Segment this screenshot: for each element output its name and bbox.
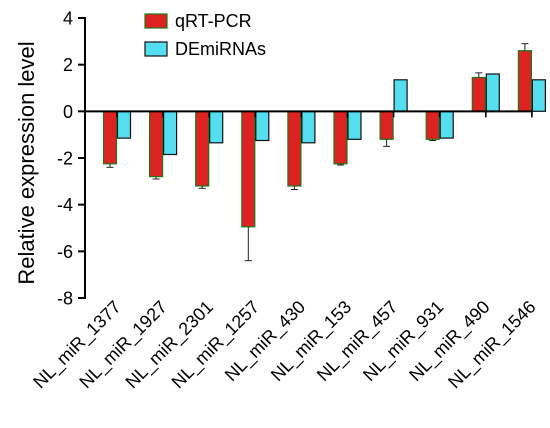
y-tick-label: 4 [63, 9, 73, 29]
y-tick-label: -4 [57, 195, 73, 215]
error-bar-qrt-pcr-NL_miR_430 [290, 186, 298, 190]
error-bar-qrt-pcr-NL_miR_2301 [198, 186, 206, 189]
bar-demirnas-NL_miR_1546 [531, 79, 547, 112]
legend-swatch-qrt-pcr [144, 13, 168, 29]
error-bar-qrt-pcr-NL_miR_1257 [244, 226, 252, 262]
bar-qrt-pcr-NL_miR_931 [425, 110, 440, 140]
legend-label-qrt-pcr: qRT-PCR [175, 11, 252, 31]
bars-group [102, 43, 547, 262]
bar-qrt-pcr-NL_miR_153 [333, 110, 348, 165]
bar-demirnas-NL_miR_457 [393, 79, 408, 112]
error-bar-qrt-pcr-NL_miR_457 [383, 139, 391, 147]
y-tick-label: -2 [57, 149, 73, 169]
legend: qRT-PCR DEmiRNAs [144, 11, 266, 59]
legend-label-demirnas: DEmiRNAs [175, 39, 266, 59]
error-bar-qrt-pcr-NL_miR_1377 [106, 163, 114, 168]
error-bar-qrt-pcr-NL_miR_1927 [152, 176, 160, 180]
legend-swatch-demirnas [144, 41, 168, 57]
error-bar-qrt-pcr-NL_miR_1546 [521, 43, 529, 51]
y-tick-label: -6 [57, 242, 73, 262]
bar-qrt-pcr-NL_miR_430 [287, 110, 302, 187]
bar-demirnas-NL_miR_1377 [116, 110, 132, 139]
y-tick-label: 2 [63, 55, 73, 75]
bar-qrt-pcr-NL_miR_1546 [517, 50, 533, 113]
bar-qrt-pcr-NL_miR_1377 [102, 110, 118, 165]
bar-demirnas-NL_miR_2301 [209, 110, 224, 144]
y-axis-title: Relative expression level [14, 41, 39, 284]
bar-qrt-pcr-NL_miR_1257 [241, 110, 256, 228]
bar-qrt-pcr-NL_miR_2301 [195, 110, 210, 187]
y-axis: -8 -6 -4 -2 0 2 4 [57, 9, 86, 309]
bar-demirnas-NL_miR_490 [485, 73, 500, 112]
y-tick-label: 0 [63, 102, 73, 122]
bar-qrt-pcr-NL_miR_1927 [149, 110, 164, 178]
y-tick-label: -8 [57, 289, 73, 309]
bar-demirnas-NL_miR_931 [439, 110, 454, 139]
bar-demirnas-NL_miR_1927 [163, 110, 178, 156]
bar-demirnas-NL_miR_430 [301, 110, 316, 144]
bar-qrt-pcr-NL_miR_457 [379, 110, 394, 140]
error-bar-qrt-pcr-NL_miR_490 [475, 72, 483, 78]
error-bar-qrt-pcr-NL_miR_153 [337, 163, 344, 166]
error-bar-qrt-pcr-NL_miR_931 [429, 139, 437, 141]
bar-qrt-pcr-NL_miR_490 [471, 76, 486, 112]
bar-demirnas-NL_miR_1257 [255, 110, 270, 142]
bar-demirnas-NL_miR_153 [347, 110, 362, 140]
